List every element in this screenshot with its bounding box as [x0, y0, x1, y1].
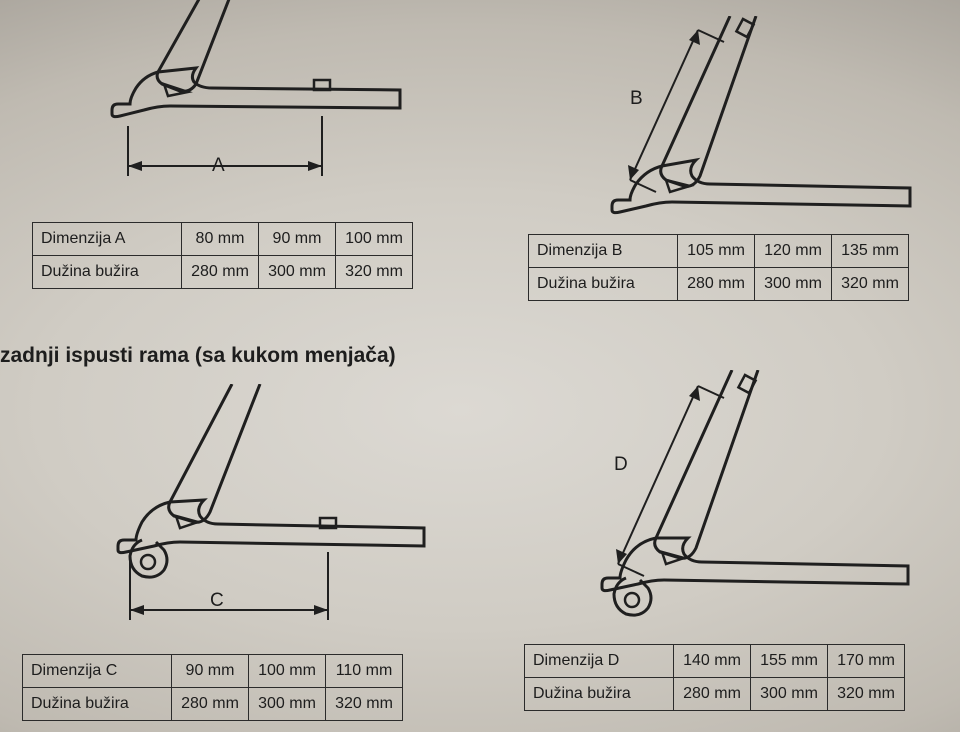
diagram-c [84, 384, 434, 634]
section-heading: zadnji ispusti rama (sa kukom menjača) [0, 344, 396, 368]
cell: 320 mm [832, 268, 909, 301]
label-len-b: Dužina bužira [529, 268, 678, 301]
cell: 280 mm [674, 678, 751, 711]
cell: 280 mm [678, 268, 755, 301]
cell: 90 mm [259, 223, 336, 256]
cell: 140 mm [674, 645, 751, 678]
cell: 300 mm [755, 268, 832, 301]
dimension-label-a: A [212, 155, 225, 177]
cell: 320 mm [828, 678, 905, 711]
cell: 155 mm [751, 645, 828, 678]
cell: 100 mm [249, 655, 326, 688]
cell: 280 mm [172, 688, 249, 721]
diagram-a [100, 0, 420, 196]
cell: 320 mm [336, 256, 413, 289]
diagram-d [556, 370, 916, 630]
cell: 300 mm [259, 256, 336, 289]
table-dimension-a: Dimenzija A 80 mm 90 mm 100 mm Dužina bu… [32, 222, 413, 289]
dimension-label-b: B [630, 88, 643, 110]
cell: 300 mm [751, 678, 828, 711]
label-dim-d: Dimenzija D [525, 645, 674, 678]
label-dim-c: Dimenzija C [23, 655, 172, 688]
cell: 110 mm [326, 655, 403, 688]
label-dim-b: Dimenzija B [529, 235, 678, 268]
label-len-d: Dužina bužira [525, 678, 674, 711]
cell: 135 mm [832, 235, 909, 268]
cell: 105 mm [678, 235, 755, 268]
table-dimension-d: Dimenzija D 140 mm 155 mm 170 mm Dužina … [524, 644, 905, 711]
cell: 320 mm [326, 688, 403, 721]
label-len-a: Dužina bužira [33, 256, 182, 289]
dimension-label-c: C [210, 590, 224, 612]
table-dimension-c: Dimenzija C 90 mm 100 mm 110 mm Dužina b… [22, 654, 403, 721]
label-len-c: Dužina bužira [23, 688, 172, 721]
dimension-label-d: D [614, 454, 628, 476]
cell: 280 mm [182, 256, 259, 289]
cell: 80 mm [182, 223, 259, 256]
diagram-b [580, 16, 920, 246]
cell: 300 mm [249, 688, 326, 721]
cell: 90 mm [172, 655, 249, 688]
cell: 120 mm [755, 235, 832, 268]
table-dimension-b: Dimenzija B 105 mm 120 mm 135 mm Dužina … [528, 234, 909, 301]
cell: 100 mm [336, 223, 413, 256]
label-dim-a: Dimenzija A [33, 223, 182, 256]
cell: 170 mm [828, 645, 905, 678]
